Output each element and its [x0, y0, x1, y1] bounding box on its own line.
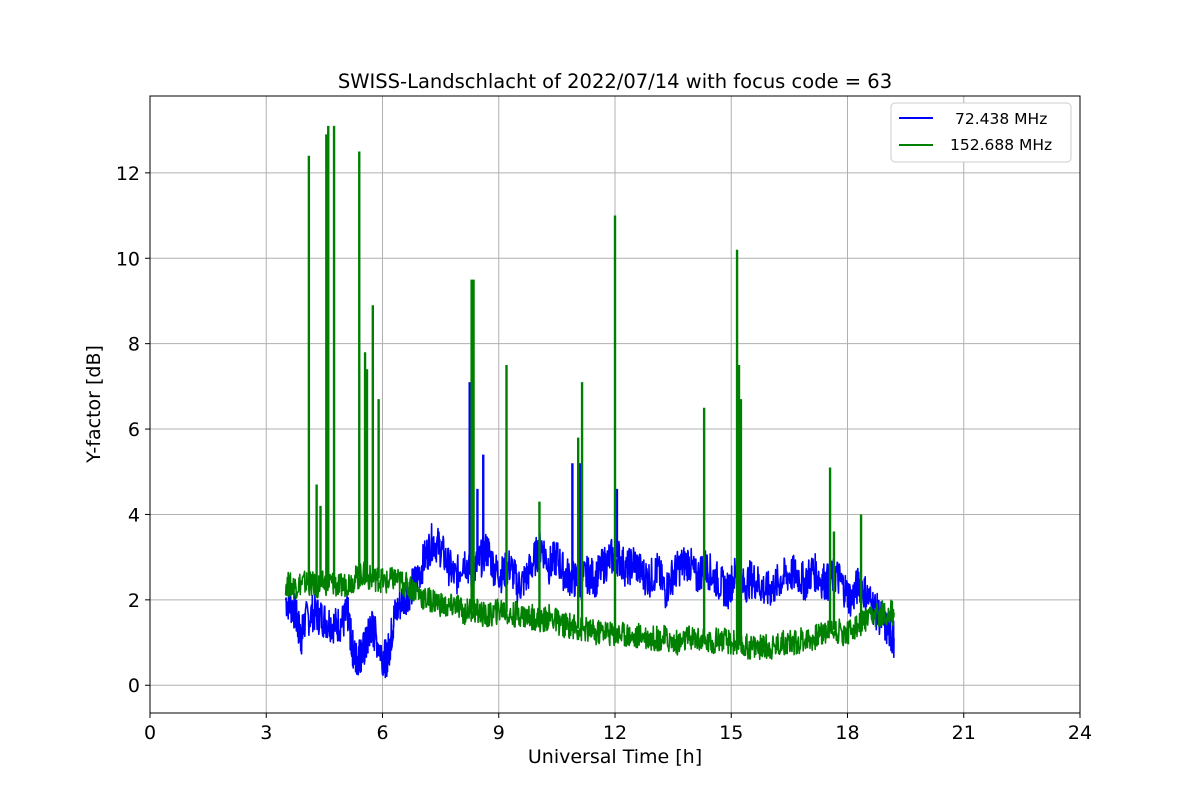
x-tick-label: 12: [603, 722, 627, 744]
series-line-1: [284, 561, 895, 661]
chart-title: SWISS-Landschlacht of 2022/07/14 with fo…: [338, 70, 892, 93]
plot-area: [284, 125, 895, 679]
y-axis-title: Y-factor [dB]: [83, 345, 105, 464]
legend: 72.438 MHz 152.688 MHz: [890, 102, 1072, 163]
x-tick-label: 24: [1068, 722, 1092, 744]
y-tick-label: 2: [128, 590, 140, 612]
y-tick-label: 8: [128, 334, 140, 356]
x-tick-label: 6: [376, 722, 388, 744]
x-tick-label: 15: [719, 722, 743, 744]
legend-label-152mhz: 152.688 MHz: [950, 136, 1052, 154]
series-1: [284, 125, 895, 661]
x-tick-label: 9: [493, 722, 505, 744]
x-tick-label: 3: [260, 722, 272, 744]
x-tick-label: 0: [144, 722, 156, 744]
y-axis: 0 2 4 6 8 10 12: [116, 163, 150, 697]
x-tick-label: 21: [952, 722, 976, 744]
y-tick-label: 6: [128, 419, 140, 441]
y-tick-label: 4: [128, 504, 140, 526]
legend-label-72mhz: 72.438 MHz: [955, 110, 1047, 128]
x-tick-label: 18: [835, 722, 859, 744]
y-tick-label: 10: [116, 248, 140, 270]
y-tick-label: 0: [128, 675, 140, 697]
series-line-0: [284, 523, 895, 679]
legend-box: [890, 102, 1072, 163]
y-tick-label: 12: [116, 163, 140, 185]
x-axis: 0 3 6 9 12 15 18 21 24: [144, 713, 1092, 744]
x-axis-title: Universal Time [h]: [528, 746, 702, 768]
